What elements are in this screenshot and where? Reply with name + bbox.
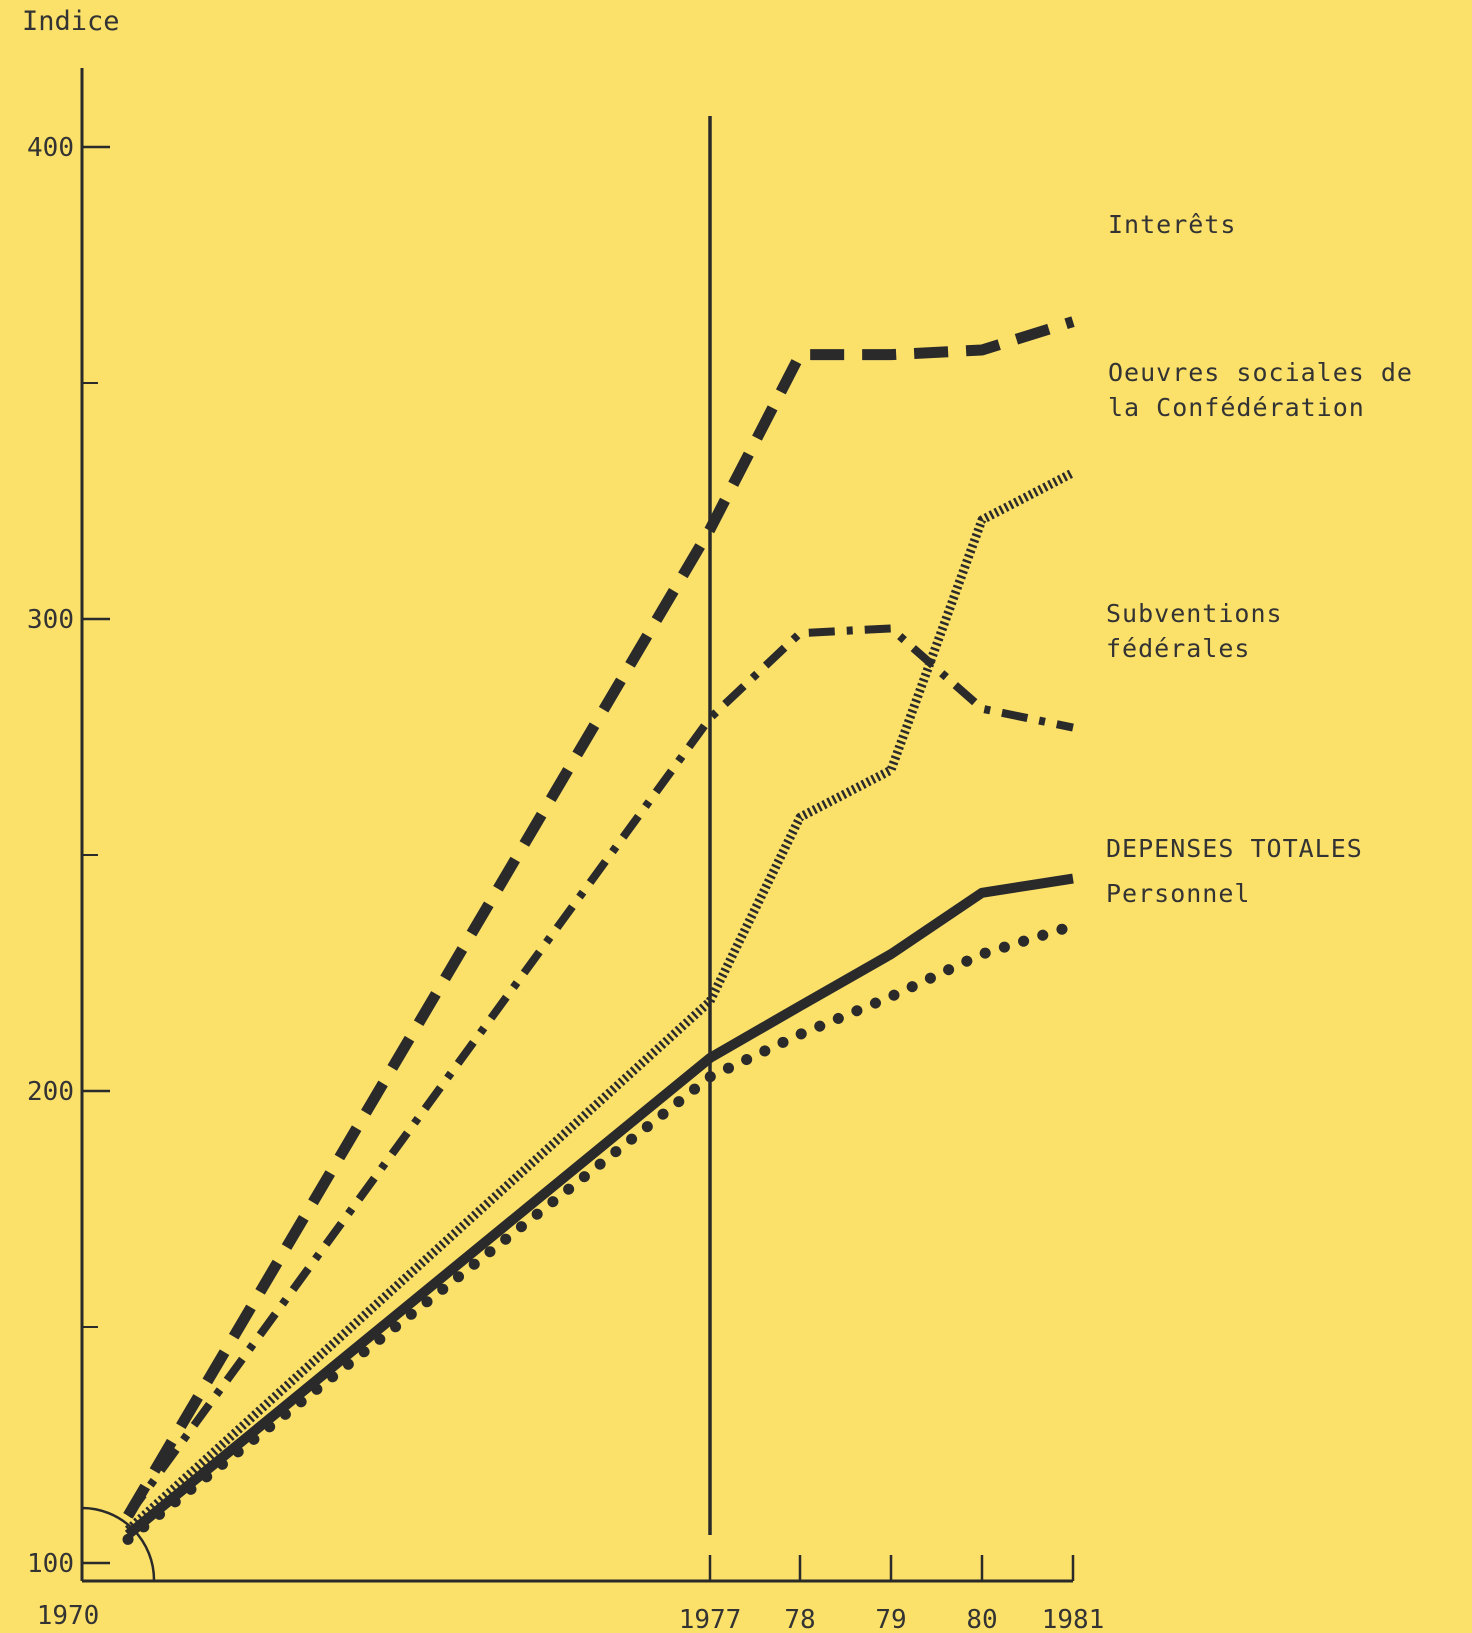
- y-tick-label-300: 300: [27, 605, 74, 635]
- y-tick-label-200: 200: [27, 1077, 74, 1107]
- series-label-1: Oeuvres sociales de: [1108, 358, 1413, 387]
- series-group: [122, 316, 1079, 1545]
- axes: 100 200 300 400 Indice 1977 78 79 80 1981 1970: [22, 6, 1104, 1633]
- series-label-3: DEPENSES TOTALES: [1106, 834, 1363, 863]
- y-axis-title: Indice: [22, 6, 120, 37]
- x-tick-label-1979: 79: [875, 1605, 906, 1633]
- series-label-4: Personnel: [1106, 879, 1250, 908]
- y-tick-label-100: 100: [27, 1549, 74, 1579]
- y-tick-label-400: 400: [27, 133, 74, 163]
- series-line-0: [123, 316, 1075, 1519]
- x-tick-label-1980: 80: [966, 1605, 997, 1633]
- x-tick-label-1970: 1970: [37, 1601, 100, 1631]
- series-label-2: Subventions: [1106, 599, 1283, 628]
- series-line-4: [122, 920, 1079, 1545]
- series-label-2: fédérales: [1106, 634, 1250, 663]
- x-tick-label-1981: 1981: [1042, 1605, 1105, 1633]
- series-line-2: [124, 624, 1074, 1519]
- series-label-1: la Confédération: [1108, 393, 1365, 422]
- series-labels: Interêts Oeuvres sociales de la Confédérat…: [1106, 210, 1413, 908]
- x-tick-label-1977: 1977: [679, 1605, 742, 1633]
- x-tick-label-1978: 78: [784, 1605, 815, 1633]
- series-label-0: Interêts: [1108, 210, 1236, 239]
- series-line-3: [124, 873, 1074, 1539]
- series-line-1: [124, 468, 1076, 1534]
